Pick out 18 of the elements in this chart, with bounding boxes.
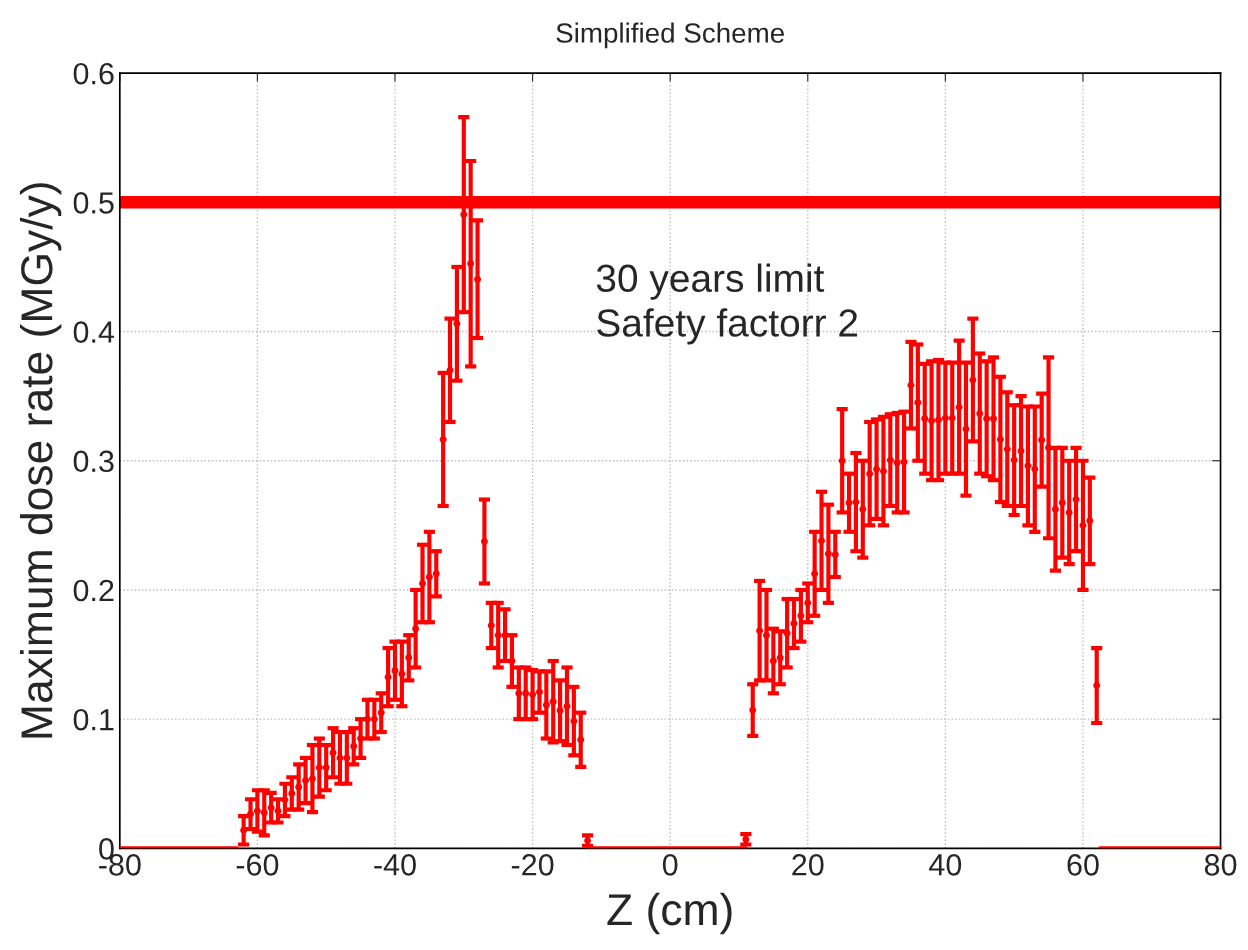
chart-title: Simplified Scheme: [556, 22, 784, 49]
y-tick-label: 0.3: [73, 450, 114, 473]
y-tick-label: 0.5: [73, 192, 114, 214]
annotation: 30 years limit Safety factorr 2: [596, 263, 858, 345]
x-tick-label: -60: [236, 854, 279, 876]
x-tick-label: 40: [929, 854, 962, 876]
x-axis-title: Z (cm): [607, 892, 732, 935]
x-tick-label: -40: [374, 854, 416, 876]
x-tick-label: 60: [1067, 854, 1099, 876]
y-tick-label: 0.4: [73, 321, 115, 343]
y-tick-label: 0.6: [73, 62, 114, 85]
x-tick-label: 20: [792, 854, 824, 876]
y-tick-label: 0.2: [73, 579, 114, 602]
x-tick-label: 80: [1204, 854, 1237, 876]
x-tick-label: -20: [511, 854, 554, 876]
y-tick-label: 0.1: [73, 708, 114, 731]
y-axis-title: Maximum dose rate (MGy/y): [19, 183, 62, 738]
x-tick-label: 0: [662, 854, 678, 876]
